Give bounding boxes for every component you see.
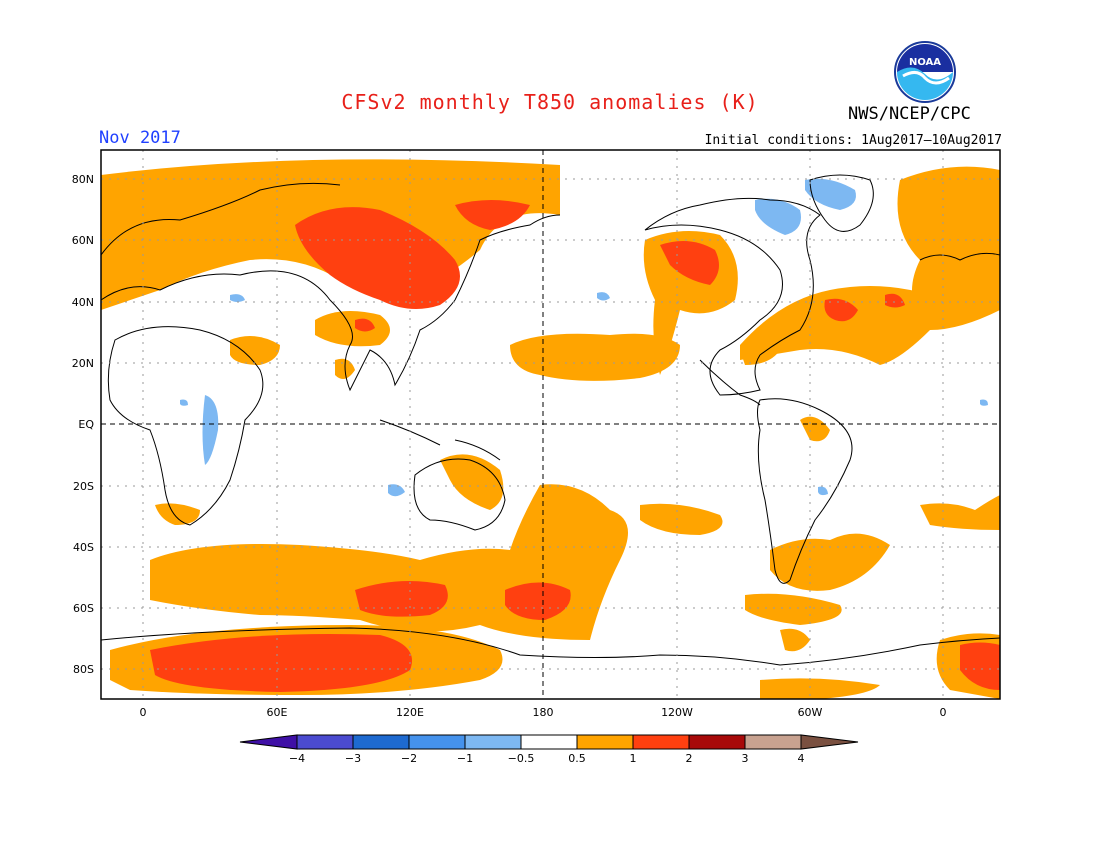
- lon-label: 180: [533, 706, 554, 719]
- lat-label: EQ: [78, 418, 94, 431]
- lat-label: 20S: [73, 480, 94, 493]
- map-frame: [100, 149, 1001, 700]
- arabia-patch: [230, 336, 280, 365]
- asia-red-small: [355, 318, 375, 332]
- map-title: CFSv2 monthly T850 anomalies (K): [341, 90, 759, 114]
- africa-blue: [202, 395, 219, 465]
- noaa-logo: NOAA: [894, 41, 956, 103]
- legend-label: −0.5: [508, 752, 535, 765]
- legend-arrow-high: [800, 734, 859, 750]
- lat-label: 20N: [72, 357, 94, 370]
- central-asia-patch: [315, 311, 390, 347]
- sahel-blue: [180, 399, 188, 406]
- siberia-red: [295, 207, 460, 309]
- greenland-blue: [805, 178, 856, 210]
- med-blue: [230, 294, 245, 302]
- legend-label: 0.5: [568, 752, 586, 765]
- lon-label: 60W: [798, 706, 823, 719]
- hudson-blue: [755, 198, 801, 235]
- lat-label: 60S: [73, 602, 94, 615]
- coastlines: [101, 174, 1000, 666]
- legend-label: 1: [630, 752, 637, 765]
- legend-cell: [520, 734, 578, 750]
- north-pacific-patch: [510, 333, 680, 381]
- atlantic-red: [824, 298, 858, 322]
- australia-coast: [413, 458, 506, 531]
- legend-arrow-low: [239, 734, 298, 750]
- antarctic-lower: [760, 678, 880, 699]
- legend-cell: [352, 734, 410, 750]
- greenland-coast: [809, 174, 874, 232]
- australia-blue: [388, 484, 405, 497]
- lat-label: 80N: [72, 173, 94, 186]
- north-america-coast: [644, 197, 821, 396]
- south-pacific-patch: [640, 503, 723, 535]
- forecast-period: Nov 2017: [99, 128, 181, 148]
- antarctic-red: [150, 634, 412, 692]
- lon-label: 60E: [267, 706, 288, 719]
- south-indian-red: [355, 581, 448, 617]
- equator-dateline: [101, 150, 1000, 699]
- color-legend: −4 −3 −2 −1 −0.5 0.5 1 2 3 4: [239, 734, 859, 765]
- central-america-coast: [699, 359, 761, 406]
- antarctica-coast: [101, 627, 1000, 666]
- south-pacific-red: [505, 582, 571, 620]
- legend-label: 4: [798, 752, 805, 765]
- graticule: [101, 150, 1000, 699]
- legend-label: 2: [686, 752, 693, 765]
- atlantic-red-2: [885, 293, 905, 308]
- arctic-band-east: [897, 166, 1000, 330]
- lat-label: 60N: [72, 234, 94, 247]
- antarctic-red-east: [960, 642, 1000, 690]
- lon-label: 120E: [396, 706, 424, 719]
- lat-label: 80S: [73, 663, 94, 676]
- europe-east-coast: [919, 252, 1000, 261]
- east-siberia-red: [455, 200, 530, 230]
- southern-ocean-patch: [745, 593, 842, 625]
- lon-labels: 0 60E 120E 180 120W 60W 0: [140, 706, 947, 719]
- patagonia-patch: [780, 628, 810, 652]
- legend-cell: [464, 734, 522, 750]
- legend-cell: [408, 734, 466, 750]
- lon-label: 0: [940, 706, 947, 719]
- legend-label: −3: [345, 752, 361, 765]
- south-africa-patch: [155, 503, 200, 525]
- south-atlantic-patch: [770, 533, 890, 591]
- lon-label: 120W: [661, 706, 693, 719]
- lon-label: 0: [140, 706, 147, 719]
- initial-conditions: Initial conditions: 1Aug2017–10Aug2017: [704, 133, 1002, 148]
- south-indian-band: [150, 484, 628, 640]
- legend-cell: [632, 734, 690, 750]
- pacific-blue: [597, 292, 610, 301]
- australia-patch: [440, 454, 504, 510]
- south-america-patch: [800, 416, 830, 442]
- lat-label: 40S: [73, 541, 94, 554]
- anomaly-regions-red: [150, 200, 1000, 692]
- legend-label: 3: [742, 752, 749, 765]
- legend-label: −1: [457, 752, 473, 765]
- anomaly-regions-blue: [180, 178, 988, 497]
- legend-label: −2: [401, 752, 417, 765]
- alaska-canada-red: [660, 241, 719, 285]
- agency-label: NWS/NCEP/CPC: [848, 104, 971, 124]
- lat-label: 40N: [72, 296, 94, 309]
- brazil-blue: [818, 486, 828, 496]
- europe-north-coast: [101, 182, 341, 256]
- legend-cell: [744, 734, 802, 750]
- caribbean-blue: [980, 399, 988, 406]
- legend-label: −4: [289, 752, 305, 765]
- legend-cell: [688, 734, 746, 750]
- legend-cell: [296, 734, 354, 750]
- legend-cell: [576, 734, 634, 750]
- south-atlantic-east: [920, 495, 1000, 530]
- logo-text: NOAA: [909, 57, 941, 68]
- eurasia-coast: [101, 214, 561, 392]
- south-america-coast: [757, 398, 853, 584]
- africa-coast: [107, 326, 264, 526]
- lat-labels: 80N 60N 40N 20N EQ 20S 40S 60S 80S: [72, 173, 95, 676]
- indonesia-coast: [379, 419, 501, 461]
